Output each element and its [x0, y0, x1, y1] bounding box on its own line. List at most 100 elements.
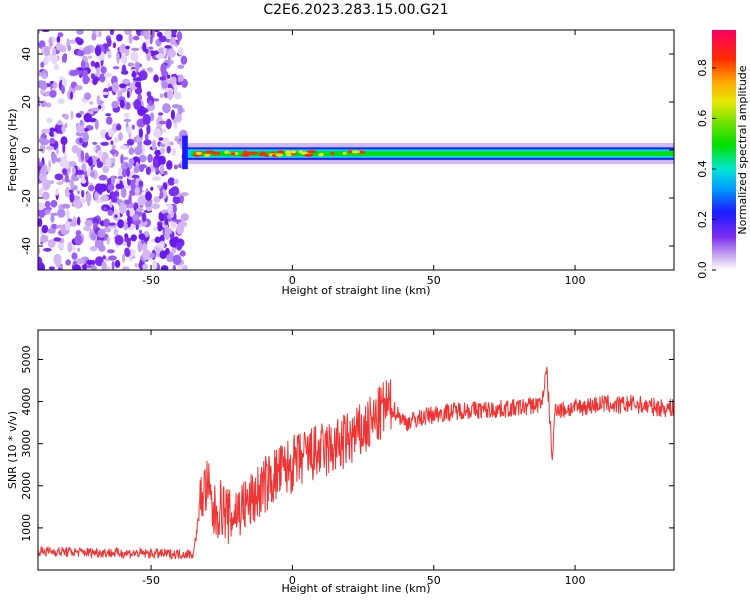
noise-blob: [114, 259, 121, 268]
noise-blob: [143, 30, 151, 40]
noise-blob: [41, 30, 50, 33]
noise-blob: [152, 260, 158, 270]
noise-blob: [66, 208, 70, 220]
noise-blob: [39, 80, 48, 91]
noise-blob: [172, 204, 177, 214]
noise-blob: [105, 51, 112, 55]
noise-blob: [121, 64, 127, 75]
noise-blob: [38, 262, 45, 270]
spectrogram-y-ticks: -40 -20 0 20 40: [20, 47, 674, 255]
noise-blob: [152, 158, 159, 168]
track-peak: [342, 151, 347, 155]
noise-blob: [102, 255, 106, 260]
noise-blob: [115, 183, 125, 190]
noise-blob: [159, 191, 164, 199]
noise-blob: [118, 175, 123, 180]
snr-series-line: [38, 366, 674, 560]
track-peak: [195, 151, 203, 155]
noise-blob: [90, 171, 96, 178]
track-peak: [205, 150, 215, 154]
noise-blob: [150, 186, 154, 191]
noise-blob: [40, 61, 45, 68]
noise-blob: [119, 83, 127, 89]
noise-blob: [116, 124, 122, 131]
noise-blob: [87, 55, 93, 59]
noise-blob: [123, 222, 128, 231]
noise-blob: [126, 209, 130, 217]
track-peak: [284, 150, 292, 154]
noise-blob: [82, 132, 90, 143]
noise-blob: [62, 143, 66, 154]
noise-blob: [132, 77, 142, 81]
snr-x-label: Height of straight line (km): [281, 582, 430, 595]
noise-blob: [38, 189, 43, 198]
noise-blob: [169, 36, 176, 46]
noise-blob: [114, 235, 124, 246]
noise-blob: [55, 188, 59, 196]
noise-blob: [158, 120, 167, 125]
noise-blob: [67, 44, 72, 52]
noise-blob: [86, 168, 91, 177]
track-core: [190, 151, 674, 156]
noise-blob: [106, 116, 113, 125]
noise-blob: [145, 166, 151, 175]
noise-blob: [131, 124, 135, 130]
noise-blob: [41, 191, 50, 200]
noise-blob: [56, 121, 64, 126]
noise-blob: [91, 217, 100, 225]
noise-blob: [40, 100, 47, 108]
noise-blob: [149, 34, 153, 45]
noise-blob: [173, 82, 178, 94]
noise-blob: [109, 200, 113, 208]
noise-blob: [43, 247, 52, 252]
noise-blob: [177, 47, 184, 56]
noise-blob: [135, 81, 141, 88]
track-peak: [224, 150, 230, 154]
noise-blob: [163, 170, 168, 176]
noise-blob: [127, 62, 135, 67]
noise-blob: [47, 166, 51, 174]
noise-blob: [49, 90, 57, 98]
noise-blob: [44, 200, 51, 209]
x-tick-label: 0: [289, 274, 296, 287]
noise-blob: [119, 99, 125, 109]
noise-blob: [142, 243, 148, 252]
noise-blob: [106, 37, 112, 47]
noise-blob: [76, 190, 80, 195]
noise-blob: [61, 85, 65, 94]
track-peak: [298, 150, 303, 154]
snr-background: [38, 330, 674, 570]
noise-blob: [164, 30, 172, 39]
noise-blob: [138, 180, 143, 187]
track-peak: [330, 152, 335, 156]
snr-panel: -50 0 50 100 1000 2000 3000 4000 5000 Height of…: [6, 329, 675, 595]
noise-blob: [83, 46, 92, 55]
noise-blob: [158, 137, 164, 141]
noise-blob: [125, 45, 130, 50]
noise-blob: [172, 195, 181, 204]
noise-blob: [142, 249, 152, 260]
noise-blob: [56, 224, 65, 229]
noise-blob: [176, 31, 183, 42]
noise-blob: [151, 203, 161, 210]
noise-blob: [167, 177, 175, 186]
colorbar: 0.0 0.2 0.4 0.6 0.8 Normalized spectral ampl…: [696, 30, 749, 279]
noise-blob: [95, 67, 101, 76]
noise-blob: [108, 161, 112, 167]
track-peak: [248, 151, 258, 155]
track-peak: [213, 151, 220, 155]
noise-blob: [99, 183, 107, 192]
noise-blob: [83, 225, 92, 232]
noise-blob: [114, 214, 118, 218]
noise-blob: [40, 89, 45, 95]
noise-blob: [108, 255, 117, 261]
noise-blob: [167, 90, 174, 100]
noise-blob: [101, 91, 109, 96]
x-tick-label: 100: [565, 274, 586, 287]
noise-blob: [59, 156, 68, 168]
track-peak: [277, 150, 285, 154]
noise-blob: [148, 46, 154, 50]
noise-blob: [162, 103, 171, 114]
noise-blob: [145, 191, 152, 201]
noise-blob: [75, 258, 85, 265]
